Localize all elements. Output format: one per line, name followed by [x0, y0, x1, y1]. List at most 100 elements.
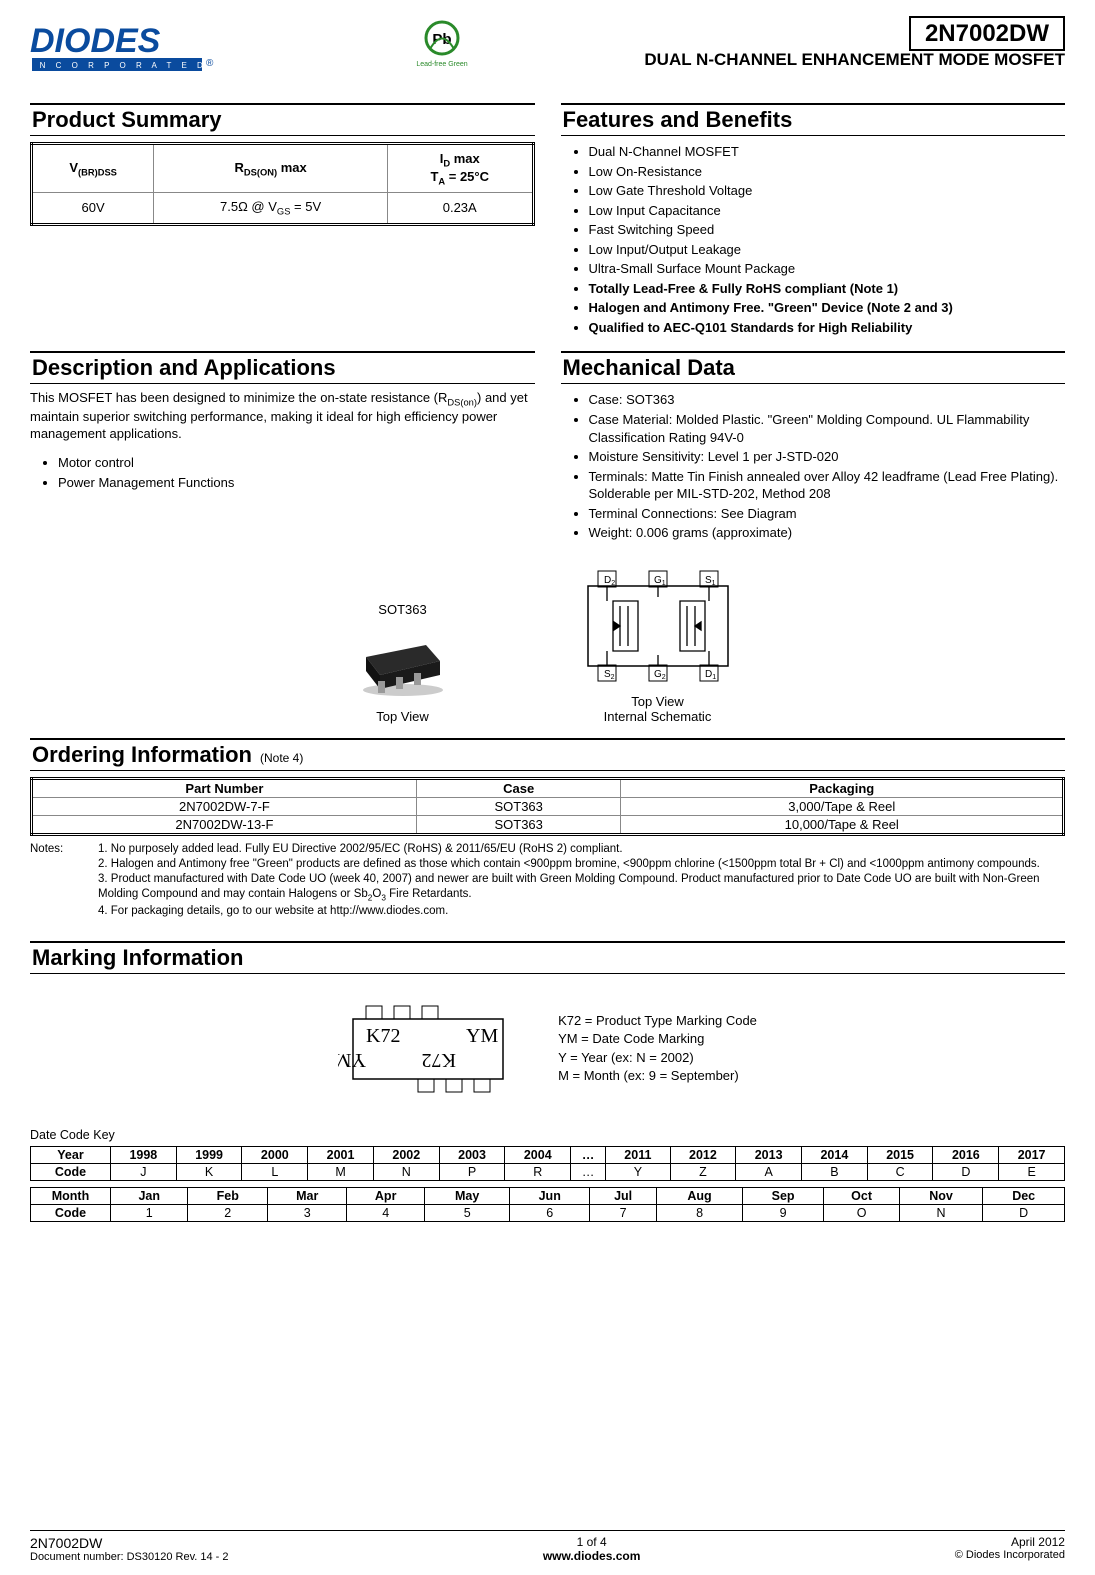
spec-table: V(BR)DSS RDS(ON) max ID maxTA = 25°C 60V…: [30, 142, 535, 226]
list-item: Power Management Functions: [58, 473, 535, 493]
mcode-cell: 5: [424, 1204, 510, 1221]
footer-date: April 2012: [955, 1535, 1065, 1549]
yr-cell: 2004: [505, 1146, 571, 1163]
page-header: DIODES I N C O R P O R A T E D ® Pb Lead…: [30, 20, 1065, 81]
ycode-cell: J: [111, 1163, 177, 1180]
company-logo: DIODES I N C O R P O R A T E D ®: [30, 20, 240, 81]
mcode-cell: 7: [589, 1204, 656, 1221]
mark-l2: YM = Date Code Marking: [558, 1030, 757, 1048]
mo-cell: Oct: [824, 1187, 899, 1204]
mo-cell: Jun: [510, 1187, 589, 1204]
package-photo: [348, 625, 458, 700]
list-item: Terminal Connections: See Diagram: [589, 504, 1066, 524]
mo-title: Month: [31, 1187, 111, 1204]
yr-cell: …: [571, 1146, 606, 1163]
note-3: 3. Product manufactured with Date Code U…: [98, 872, 1065, 904]
yr-cell: 2002: [373, 1146, 439, 1163]
mcode-cell: 3: [267, 1204, 346, 1221]
ycode-cell: A: [736, 1163, 802, 1180]
section-title-description: Description and Applications: [30, 351, 535, 384]
schematic-block: D2 G1 S1 S2 G2 D1 Top View Internal Sche…: [568, 561, 748, 724]
mcode-title: Code: [31, 1204, 111, 1221]
list-item: Halogen and Antimony Free. "Green" Devic…: [589, 298, 1066, 318]
ycode-cell: B: [802, 1163, 868, 1180]
page-footer: 2N7002DW Document number: DS30120 Rev. 1…: [30, 1530, 1065, 1563]
list-item: Low Input/Output Leakage: [589, 240, 1066, 260]
package-images-row: SOT363 Top View D2 G1 S1 S2 G2 D1: [30, 561, 1065, 724]
ycode-cell: C: [867, 1163, 933, 1180]
mark-l4: M = Month (ex: 9 = September): [558, 1067, 757, 1085]
list-item: Ultra-Small Surface Mount Package: [589, 259, 1066, 279]
mo-cell: Aug: [657, 1187, 743, 1204]
yr-cell: 2001: [308, 1146, 374, 1163]
mcode-cell: 6: [510, 1204, 589, 1221]
ycode-cell: R: [505, 1163, 571, 1180]
mcode-cell: N: [899, 1204, 983, 1221]
yr-cell: 2011: [606, 1146, 670, 1163]
list-item: Dual N-Channel MOSFET: [589, 142, 1066, 162]
list-item: Weight: 0.006 grams (approximate): [589, 523, 1066, 543]
svg-text:Lead-free Green: Lead-free Green: [417, 61, 468, 68]
mcode-cell: 2: [188, 1204, 267, 1221]
yr-cell: 1998: [111, 1146, 177, 1163]
ord-head-case: Case: [416, 778, 621, 797]
mo-cell: Sep: [742, 1187, 824, 1204]
ycode-cell: Y: [606, 1163, 670, 1180]
part-number-box: 2N7002DW: [909, 16, 1065, 51]
mo-cell: May: [424, 1187, 510, 1204]
ord-cell: 2N7002DW-13-F: [32, 815, 417, 834]
marking-legend: K72 = Product Type Marking Code YM = Dat…: [558, 1012, 757, 1085]
svg-text:DIODES: DIODES: [30, 22, 161, 60]
svg-text:S2: S2: [604, 669, 615, 681]
svg-text:D1: D1: [705, 669, 716, 681]
mcode-cell: 9: [742, 1204, 824, 1221]
mark-l1: K72 = Product Type Marking Code: [558, 1012, 757, 1030]
ycode-cell: …: [571, 1163, 606, 1180]
mcode-cell: 4: [347, 1204, 424, 1221]
footer-doc: Document number: DS30120 Rev. 14 - 2: [30, 1551, 229, 1563]
ycode-cell: K: [176, 1163, 242, 1180]
mo-cell: Apr: [347, 1187, 424, 1204]
package-photo-block: SOT363 Top View: [348, 602, 458, 724]
mo-cell: Jul: [589, 1187, 656, 1204]
note-4: 4. For packaging details, go to our webs…: [98, 904, 1065, 919]
marking-row: K72 YM YM K72 K72 = Product Type Marking…: [30, 994, 1065, 1104]
footer-url: www.diodes.com: [543, 1549, 641, 1563]
package-caption: Top View: [348, 709, 458, 724]
table-row: 2N7002DW-7-F SOT363 3,000/Tape & Reel: [32, 797, 1064, 815]
mo-cell: Mar: [267, 1187, 346, 1204]
notes-block: Notes: 1. No purposely added lead. Fully…: [30, 842, 1065, 919]
svg-text:YM: YM: [338, 1049, 366, 1071]
list-item: Case: SOT363: [589, 390, 1066, 410]
ycode-title: Code: [31, 1163, 111, 1180]
list-item: Moisture Sensitivity: Level 1 per J-STD-…: [589, 447, 1066, 467]
svg-text:D2: D2: [604, 575, 615, 587]
mo-cell: Feb: [188, 1187, 267, 1204]
list-item: Case Material: Molded Plastic. "Green" M…: [589, 410, 1066, 447]
section-title-marking: Marking Information: [30, 941, 1065, 974]
ord-cell: SOT363: [416, 797, 621, 815]
spec-head-rdson: RDS(ON) max: [154, 144, 388, 193]
list-item: Low Gate Threshold Voltage: [589, 181, 1066, 201]
spec-head-id: ID maxTA = 25°C: [387, 144, 533, 193]
notes-label: Notes:: [30, 842, 80, 919]
footer-page: 1 of 4: [543, 1535, 641, 1549]
ycode-cell: P: [439, 1163, 505, 1180]
yr-cell: 2012: [670, 1146, 736, 1163]
page-subtitle: DUAL N-CHANNEL ENHANCEMENT MODE MOSFET: [644, 50, 1065, 70]
schematic-caption-2: Internal Schematic: [568, 709, 748, 724]
ord-cell: 2N7002DW-7-F: [32, 797, 417, 815]
ycode-cell: D: [933, 1163, 999, 1180]
date-code-label: Date Code Key: [30, 1128, 1065, 1142]
yr-cell: 1999: [176, 1146, 242, 1163]
marking-diagram: K72 YM YM K72: [338, 994, 518, 1104]
svg-text:K72: K72: [422, 1049, 456, 1071]
mo-cell: Nov: [899, 1187, 983, 1204]
applications-list: Motor control Power Management Functions: [30, 453, 535, 492]
section-title-features: Features and Benefits: [561, 103, 1066, 136]
section-title-product-summary: Product Summary: [30, 103, 535, 136]
ycode-cell: E: [999, 1163, 1065, 1180]
section-title-ordering: Ordering Information(Note 4): [30, 738, 1065, 771]
footer-part: 2N7002DW: [30, 1535, 229, 1551]
yr-cell: 2003: [439, 1146, 505, 1163]
